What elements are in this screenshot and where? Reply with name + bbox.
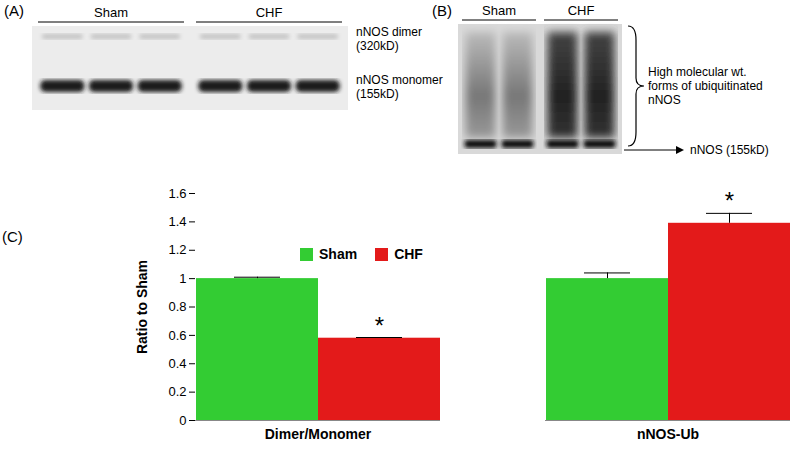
svg-text:*: *: [375, 312, 384, 339]
svg-text:(B): (B): [432, 2, 452, 19]
svg-text:High molecular wt.: High molecular wt.: [648, 65, 747, 79]
svg-text:(155kD): (155kD): [356, 87, 399, 101]
html-text:CHF: CHF: [394, 246, 423, 262]
svg-text:Ratio to Sham: Ratio to Sham: [134, 260, 150, 354]
svg-text:1.2: 1.2: [168, 242, 186, 257]
svg-text:0.8: 0.8: [168, 299, 186, 314]
svg-text:nNOS dimer: nNOS dimer: [356, 25, 422, 39]
svg-text:Dimer/Monomer: Dimer/Monomer: [265, 426, 372, 442]
svg-text:nNOS-Ub: nNOS-Ub: [637, 426, 699, 442]
html-text:Sham: Sham: [319, 246, 358, 262]
svg-text:*: *: [725, 187, 734, 214]
svg-text:(A): (A): [4, 2, 24, 19]
svg-text:0.2: 0.2: [168, 384, 186, 399]
svg-text:forms of ubiquitinated: forms of ubiquitinated: [648, 79, 763, 93]
svg-text:1: 1: [179, 271, 186, 286]
svg-text:(320kD): (320kD): [356, 39, 399, 53]
svg-text:nNOS: nNOS: [648, 93, 681, 107]
svg-text:1.6: 1.6: [168, 186, 186, 201]
svg-text:Sham: Sham: [482, 3, 516, 18]
svg-text:0.6: 0.6: [168, 328, 186, 343]
html-text:(C): (C): [2, 228, 23, 245]
svg-text:1.4: 1.4: [168, 214, 186, 229]
svg-text:Sham: Sham: [94, 5, 128, 20]
svg-text:0.4: 0.4: [168, 356, 186, 371]
svg-text:0: 0: [179, 413, 186, 428]
svg-text:CHF: CHF: [256, 5, 283, 20]
svg-text:CHF: CHF: [568, 3, 595, 18]
svg-text:nNOS monomer: nNOS monomer: [356, 73, 443, 87]
svg-text:nNOS (155kD): nNOS (155kD): [690, 143, 769, 157]
